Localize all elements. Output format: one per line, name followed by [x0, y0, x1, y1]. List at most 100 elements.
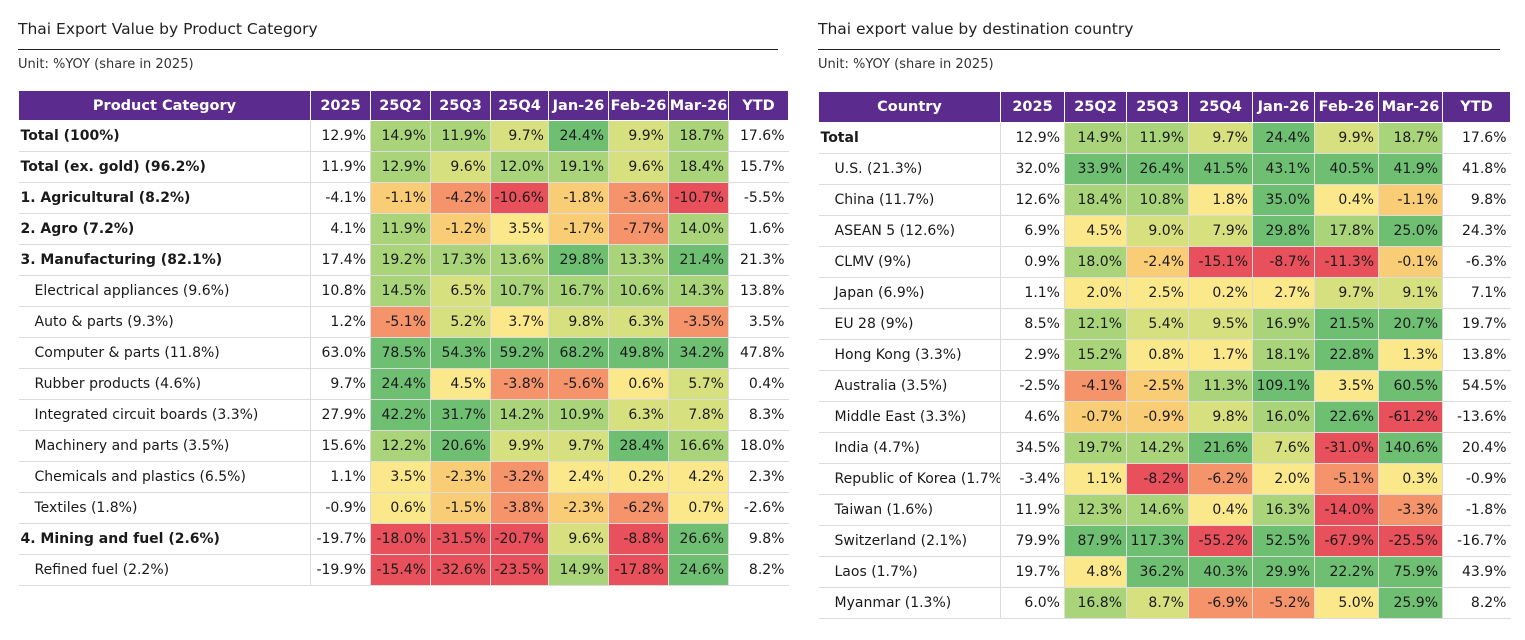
value-cell: 14.3% — [668, 275, 729, 307]
left-panel-title: Thai Export Value by Product Category — [18, 20, 318, 38]
value-cell: -1.1% — [370, 182, 431, 214]
table-row: 2. Agro (7.2%) 4.1% 11.9% -1.2% 3.5% -1.7% -7.… — [18, 213, 789, 245]
value-cell: 9.7% — [490, 120, 549, 152]
value-cell: 17.6% — [728, 120, 789, 152]
value-cell: 5.7% — [668, 368, 729, 400]
value-cell: 59.2% — [490, 337, 549, 369]
value-cell: 13.3% — [608, 244, 669, 276]
value-cell: 26.6% — [668, 523, 729, 555]
value-cell: -1.5% — [430, 492, 491, 524]
table-row: Middle East (3.3%) 4.6% -0.7% -0.9% 9.8% 16.0… — [818, 401, 1511, 433]
value-cell: 54.5% — [1442, 370, 1511, 402]
value-cell: -20.7% — [490, 523, 549, 555]
value-cell: 16.3% — [1252, 494, 1315, 526]
row-label: Rubber products (4.6%) — [18, 368, 311, 400]
value-cell: 29.8% — [1252, 215, 1315, 247]
value-cell: 2.3% — [728, 461, 789, 493]
value-cell: 0.4% — [728, 368, 789, 400]
value-cell: 14.2% — [490, 399, 549, 431]
value-cell: 17.3% — [430, 244, 491, 276]
value-cell: 9.6% — [608, 151, 669, 183]
right-unit-label: Unit: %YOY (share in 2025) — [818, 57, 994, 72]
row-label: U.S. (21.3%) — [818, 153, 1001, 185]
row-label: China (11.7%) — [818, 184, 1001, 216]
table-row: EU 28 (9%) 8.5% 12.1% 5.4% 9.5% 16.9% 21.5% 20.… — [818, 308, 1511, 340]
value-cell: 0.4% — [1188, 494, 1253, 526]
value-cell: 14.0% — [668, 213, 729, 245]
row-label: Total (ex. gold) (96.2%) — [18, 151, 311, 183]
value-cell: 6.3% — [608, 399, 669, 431]
value-cell: 11.9% — [430, 120, 491, 152]
value-cell: -3.4% — [1000, 463, 1065, 495]
value-cell: 18.4% — [1064, 184, 1127, 216]
value-cell: 19.1% — [548, 151, 609, 183]
row-label: Total — [818, 122, 1001, 154]
value-cell: 9.9% — [1314, 122, 1379, 154]
value-cell: 40.5% — [1314, 153, 1379, 185]
value-cell: 33.9% — [1064, 153, 1127, 185]
table-row: Laos (1.7%) 19.7% 4.8% 36.2% 40.3% 29.9% 22.2%… — [818, 556, 1511, 588]
value-cell: 6.5% — [430, 275, 491, 307]
row-label: 4. Mining and fuel (2.6%) — [18, 523, 311, 555]
value-cell: 7.9% — [1188, 215, 1253, 247]
value-cell: 34.5% — [1000, 432, 1065, 464]
value-cell: -67.9% — [1314, 525, 1379, 557]
value-cell: 18.0% — [1064, 246, 1127, 278]
row-label: Australia (3.5%) — [818, 370, 1001, 402]
value-cell: 11.9% — [1000, 494, 1065, 526]
row-label: Myanmar (1.3%) — [818, 587, 1001, 619]
value-cell: 9.7% — [1188, 122, 1253, 154]
value-cell: 47.8% — [728, 337, 789, 369]
value-cell: -8.7% — [1252, 246, 1315, 278]
value-cell: 1.3% — [1378, 339, 1443, 371]
value-cell: 18.1% — [1252, 339, 1315, 371]
value-cell: 15.6% — [310, 430, 371, 462]
table-row: U.S. (21.3%) 32.0% 33.9% 26.4% 41.5% 43.1% 40.… — [818, 153, 1511, 185]
table-row: 1. Agricultural (8.2%) -4.1% -1.1% -4.2% -10… — [18, 182, 789, 214]
right-header-25q3: 25Q3 — [1126, 91, 1189, 123]
row-label: Electrical appliances (9.6%) — [18, 275, 311, 307]
value-cell: 117.3% — [1126, 525, 1189, 557]
value-cell: -0.9% — [310, 492, 371, 524]
value-cell: 12.6% — [1000, 184, 1065, 216]
left-header-25q3: 25Q3 — [430, 90, 491, 121]
value-cell: -15.1% — [1188, 246, 1253, 278]
table-row: Myanmar (1.3%) 6.0% 16.8% 8.7% -6.9% -5.2% 5.0… — [818, 587, 1511, 619]
value-cell: -1.7% — [548, 213, 609, 245]
value-cell: -0.9% — [1126, 401, 1189, 433]
value-cell: 22.8% — [1314, 339, 1379, 371]
value-cell: -5.2% — [1252, 587, 1315, 619]
value-cell: -0.1% — [1378, 246, 1443, 278]
value-cell: -23.5% — [490, 554, 549, 586]
value-cell: -4.1% — [310, 182, 371, 214]
value-cell: 0.4% — [1314, 184, 1379, 216]
value-cell: 21.3% — [728, 244, 789, 276]
row-label: Taiwan (1.6%) — [818, 494, 1001, 526]
value-cell: 9.5% — [1188, 308, 1253, 340]
value-cell: 0.9% — [1000, 246, 1065, 278]
row-label: Machinery and parts (3.5%) — [18, 430, 311, 462]
value-cell: 42.2% — [370, 399, 431, 431]
value-cell: 43.1% — [1252, 153, 1315, 185]
value-cell: -18.0% — [370, 523, 431, 555]
value-cell: 0.6% — [370, 492, 431, 524]
value-cell: -19.7% — [310, 523, 371, 555]
value-cell: 15.2% — [1064, 339, 1127, 371]
value-cell: 9.0% — [1126, 215, 1189, 247]
value-cell: -10.7% — [668, 182, 729, 214]
value-cell: 1.8% — [1188, 184, 1253, 216]
value-cell: -6.9% — [1188, 587, 1253, 619]
value-cell: 9.8% — [728, 523, 789, 555]
value-cell: 0.3% — [1378, 463, 1443, 495]
value-cell: -6.3% — [1442, 246, 1511, 278]
table-row: Electrical appliances (9.6%) 10.8% 14.5% 6.… — [18, 275, 789, 307]
right-header-2025: 2025 — [1000, 91, 1065, 123]
value-cell: -3.2% — [490, 461, 549, 493]
destination-country-table: Country 2025 25Q2 25Q3 25Q4 Jan-26 Feb-26 Mar-2… — [818, 91, 1511, 619]
value-cell: -1.8% — [1442, 494, 1511, 526]
value-cell: -6.2% — [608, 492, 669, 524]
value-cell: -0.9% — [1442, 463, 1511, 495]
value-cell: -5.6% — [548, 368, 609, 400]
value-cell: 10.8% — [1126, 184, 1189, 216]
value-cell: 24.6% — [668, 554, 729, 586]
